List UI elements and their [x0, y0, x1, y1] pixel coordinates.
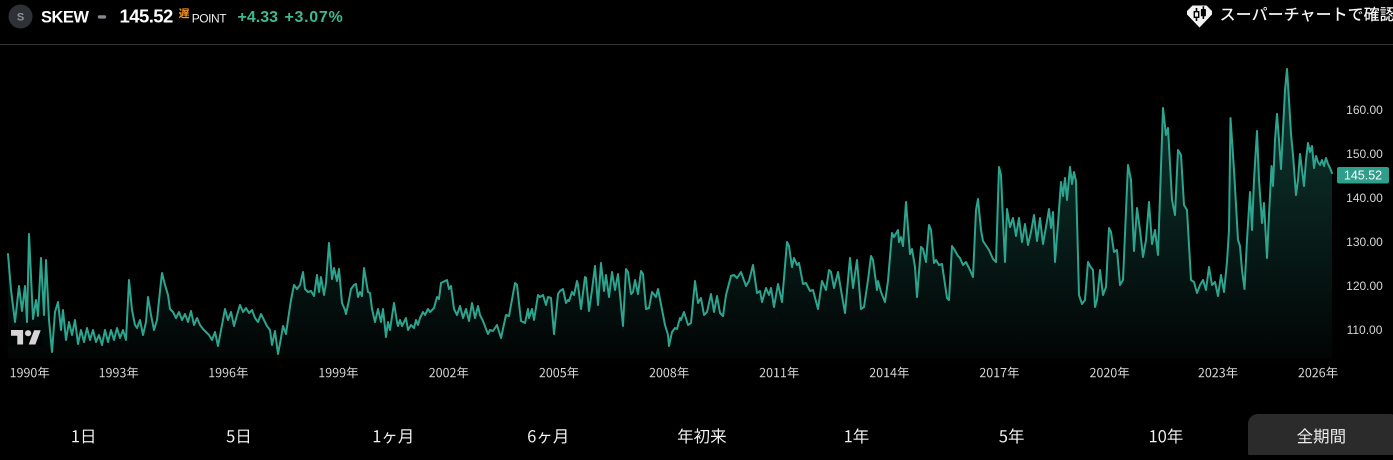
- svg-text:130.00: 130.00: [1346, 235, 1383, 249]
- svg-text:110.00: 110.00: [1347, 323, 1383, 337]
- svg-text:POINT: POINT: [192, 11, 228, 25]
- svg-text:150.00: 150.00: [1346, 147, 1383, 161]
- svg-text:S: S: [17, 12, 24, 24]
- svg-text:160.00: 160.00: [1346, 103, 1383, 117]
- svg-text:140.00: 140.00: [1346, 191, 1383, 205]
- svg-text:SKEW: SKEW: [41, 9, 89, 27]
- svg-text:120.00: 120.00: [1346, 279, 1383, 293]
- svg-text:+4.33: +4.33: [238, 9, 279, 26]
- svg-text:+3.07%: +3.07%: [285, 9, 344, 26]
- svg-text:145.52: 145.52: [120, 6, 174, 27]
- svg-text:145.52: 145.52: [1344, 169, 1382, 183]
